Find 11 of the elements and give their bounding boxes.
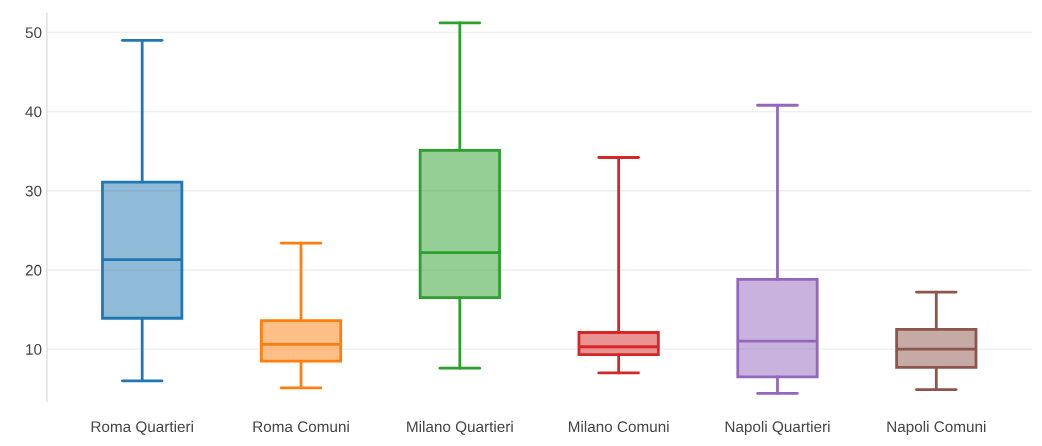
x-tick-label: Milano Comuni [568,420,669,433]
y-tick-label: 10 [26,344,42,355]
y-tick-label: 40 [25,106,42,118]
x-tick-label: Roma Comuni [253,420,349,433]
x-tick-label: Napoli Quartieri [725,420,830,436]
x-tick-label: Napoli Comuni [887,420,986,436]
y-tick-label: 20 [25,264,42,276]
x-tick-label: Milano Quartieri [407,420,513,435]
y-tick-label: 50 [25,27,42,39]
x-tick-label: Roma Quartieri [91,420,193,435]
y-tick-label: 30 [25,185,42,197]
